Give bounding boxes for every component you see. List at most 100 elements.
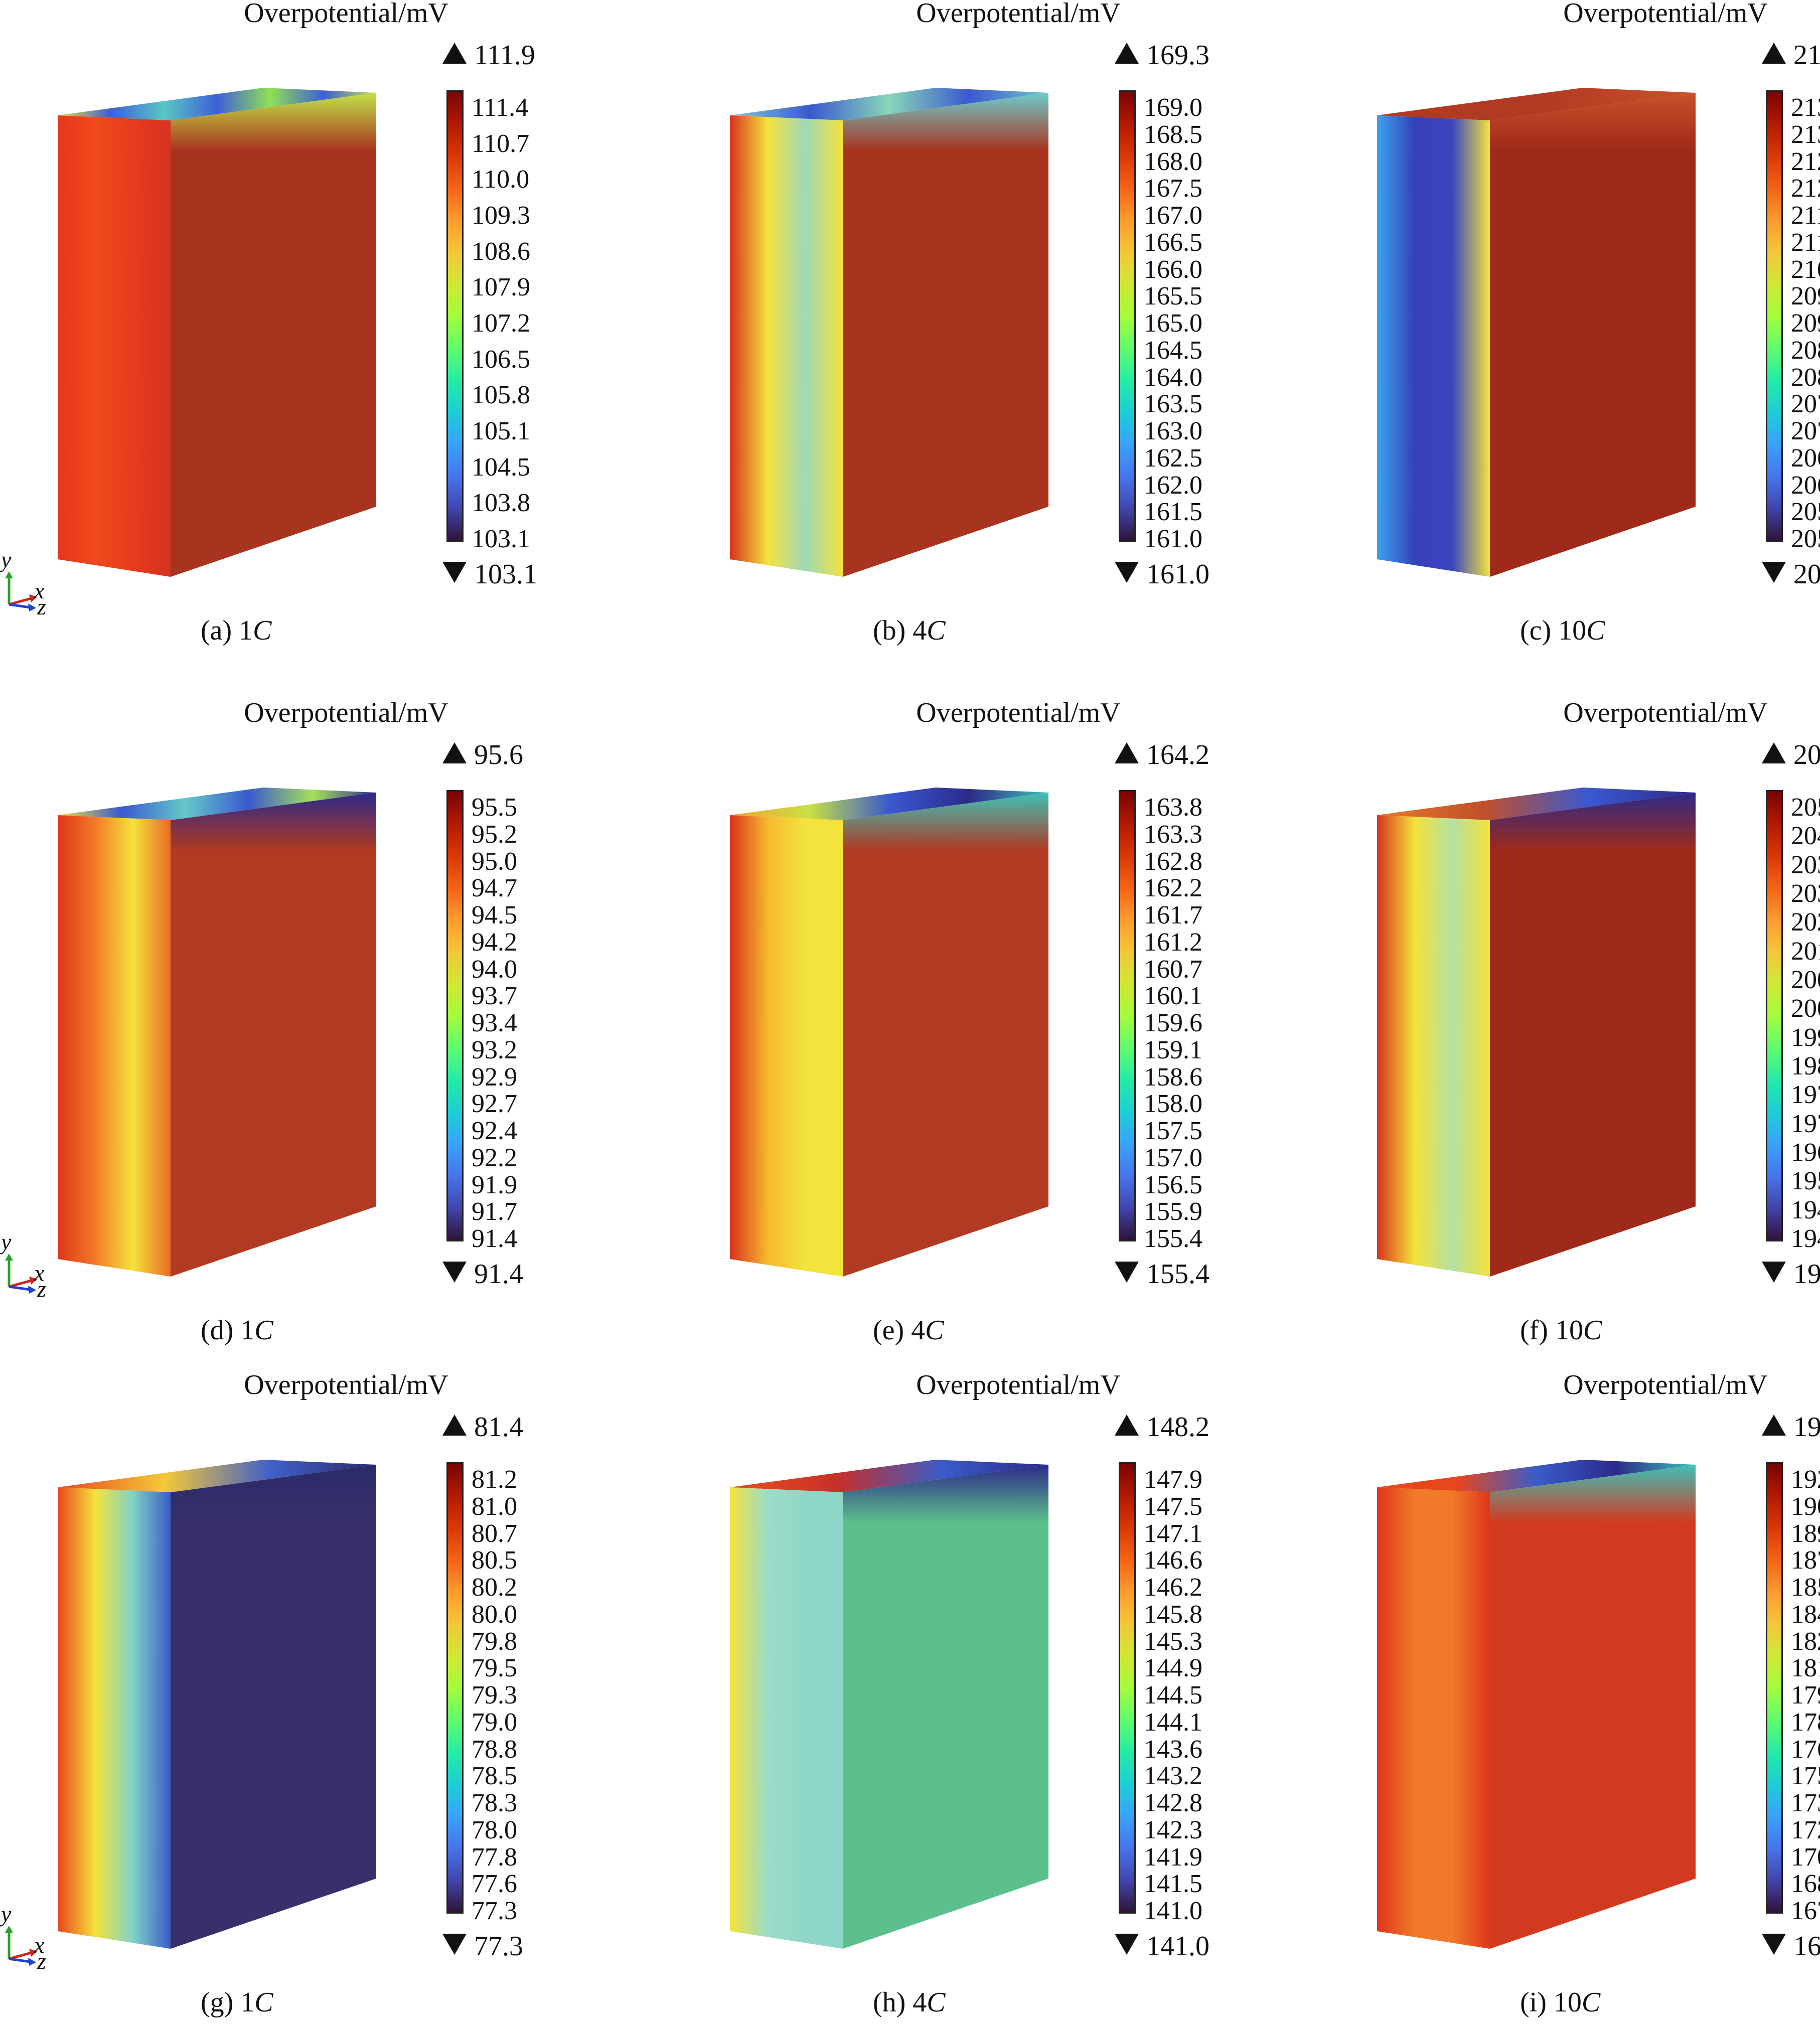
min-value: 161.0: [1146, 559, 1209, 590]
panel-title: Overpotential/mV: [1563, 697, 1768, 728]
colorbar-tick-label: 205.3: [1791, 793, 1820, 822]
colorbar-tick-label: 156.5: [1144, 1170, 1202, 1199]
box-top-face: [58, 88, 376, 120]
min-value: 77.3: [474, 1931, 523, 1962]
colorbar-tick-label: 105.1: [472, 417, 530, 445]
axis-triad-icon: [5, 571, 37, 611]
colorbar-tick-label: 168.9: [1791, 1870, 1820, 1899]
colorbar-tick-label: 159.1: [1144, 1035, 1202, 1064]
colorbar-tick-label: 111.4: [472, 93, 529, 122]
colorbar: [1119, 90, 1136, 542]
axis-z-label: z: [37, 1276, 46, 1302]
axis-y-label: y: [1, 1229, 12, 1255]
min-arrow-icon: [1115, 1262, 1139, 1283]
colorbar-tick-label: 143.2: [1144, 1762, 1202, 1791]
panel-caption: (f) 10C: [1520, 1315, 1602, 1346]
colorbar-tick-label: 93.2: [472, 1035, 517, 1064]
colorbar-tick-label: 92.9: [472, 1062, 517, 1092]
max-value: 205.7: [1793, 739, 1820, 770]
colorbar-tick-label: 189.0: [1791, 1519, 1820, 1548]
max-arrow-icon: [1115, 742, 1139, 763]
box-top-face: [1377, 88, 1696, 120]
colorbar-tick-label: 158.6: [1144, 1062, 1202, 1092]
colorbar-tick-label: 201.6: [1791, 937, 1820, 966]
box-side-face: [1490, 793, 1696, 1277]
colorbar-tick-label: 182.8: [1791, 1627, 1820, 1656]
colorbar-tick-label: 163.0: [1144, 417, 1202, 445]
colorbar-tick-label: 155.9: [1144, 1197, 1202, 1226]
box-side-face: [843, 1465, 1048, 1949]
colorbar-tick-label: 205.1: [1791, 525, 1820, 553]
colorbar-tick-label: 160.7: [1144, 955, 1202, 984]
colorbar-tick-label: 206.7: [1791, 443, 1820, 473]
colorbar-tick-label: 161.0: [1144, 525, 1202, 553]
colorbar-tick-label: 91.4: [472, 1224, 517, 1253]
colorbar-tick-label: 81.2: [472, 1465, 517, 1494]
colorbar-tick-label: 162.8: [1144, 847, 1202, 876]
box-top-face: [58, 788, 376, 820]
colorbar-tick-label: 163.8: [1144, 793, 1202, 822]
axis-y-label: y: [1, 1901, 12, 1927]
colorbar-tick-label: 106.5: [472, 345, 530, 374]
min-arrow-icon: [442, 1262, 467, 1283]
colorbar-tick-label: 77.6: [472, 1870, 517, 1899]
colorbar-tick-label: 145.3: [1144, 1627, 1202, 1656]
colorbar-tick-label: 194.9: [1791, 1195, 1820, 1224]
colorbar-tick-label: 212.1: [1791, 174, 1820, 203]
panel-i: Overpotential/mV 192.1190.5189.0187.4185.…: [1349, 1369, 1820, 2024]
min-arrow-icon: [442, 1934, 467, 1955]
panel-title: Overpotential/mV: [1563, 0, 1768, 29]
colorbar-tick-label: 93.4: [472, 1009, 517, 1037]
colorbar: [1766, 90, 1783, 542]
max-arrow-icon: [442, 742, 467, 763]
box-front-face: [1377, 1487, 1490, 1949]
max-arrow-icon: [1762, 43, 1786, 64]
max-arrow-icon: [1115, 43, 1139, 64]
colorbar-tick-label: 79.5: [472, 1654, 517, 1683]
box-side-face: [171, 1465, 376, 1949]
box-top-face: [1377, 788, 1696, 820]
colorbar-tick-label: 104.5: [472, 452, 530, 482]
colorbar-tick-label: 159.6: [1144, 1009, 1202, 1037]
axis-x-label: x: [34, 578, 45, 603]
colorbar-tick-label: 147.5: [1144, 1492, 1202, 1521]
axis-triad-icon: [5, 1926, 37, 1966]
colorbar-tick-label: 144.1: [1144, 1707, 1202, 1737]
colorbar-tick-label: 92.7: [472, 1089, 517, 1119]
box-front-face: [58, 815, 171, 1277]
max-arrow-icon: [442, 1415, 467, 1436]
panel-caption: (b) 4C: [873, 615, 946, 646]
colorbar-tick-label: 207.8: [1791, 390, 1820, 419]
colorbar-tick-label: 145.8: [1144, 1600, 1202, 1629]
colorbar-tick-label: 103.8: [472, 489, 530, 518]
colorbar-tick-label: 94.5: [472, 901, 517, 929]
axis-y-label: y: [1, 547, 12, 572]
colorbar-tick-label: 161.7: [1144, 901, 1202, 929]
colorbar-tick-label: 162.0: [1144, 471, 1202, 500]
panel-caption: (g) 1C: [201, 1987, 273, 2018]
colorbar-tick-label: 95.5: [472, 793, 517, 822]
panel-g: Overpotential/mV 81.2 81.0 80.7 80.5 80.2 80.0…: [30, 1369, 607, 2024]
colorbar-tick-label: 166.5: [1144, 228, 1202, 257]
colorbar-tick-label: 203.7: [1791, 850, 1820, 879]
axis-z-label: z: [37, 1948, 46, 1974]
colorbar-tick-label: 142.8: [1144, 1789, 1202, 1817]
colorbar-tick-label: 157.5: [1144, 1117, 1202, 1145]
battery-cell-render: [1377, 1460, 1696, 1949]
colorbar-tick-label: 196.3: [1791, 1138, 1820, 1167]
colorbar-tick-label: 211.5: [1791, 201, 1820, 230]
colorbar-tick-label: 141.0: [1144, 1897, 1202, 1925]
colorbar-tick-label: 144.9: [1144, 1654, 1202, 1683]
colorbar-tick-label: 190.5: [1791, 1492, 1820, 1521]
colorbar: [1119, 1462, 1136, 1914]
box-top-face: [730, 788, 1048, 820]
colorbar-tick-label: 197.2: [1791, 1109, 1820, 1138]
colorbar-tick-label: 162.5: [1144, 443, 1202, 473]
min-value: 205.1: [1793, 559, 1820, 590]
colorbar-tick-label: 80.0: [472, 1600, 517, 1629]
battery-cell-render: [730, 88, 1048, 577]
colorbar-tick-label: 110.7: [472, 129, 530, 158]
colorbar-tick-label: 185.9: [1791, 1573, 1820, 1602]
